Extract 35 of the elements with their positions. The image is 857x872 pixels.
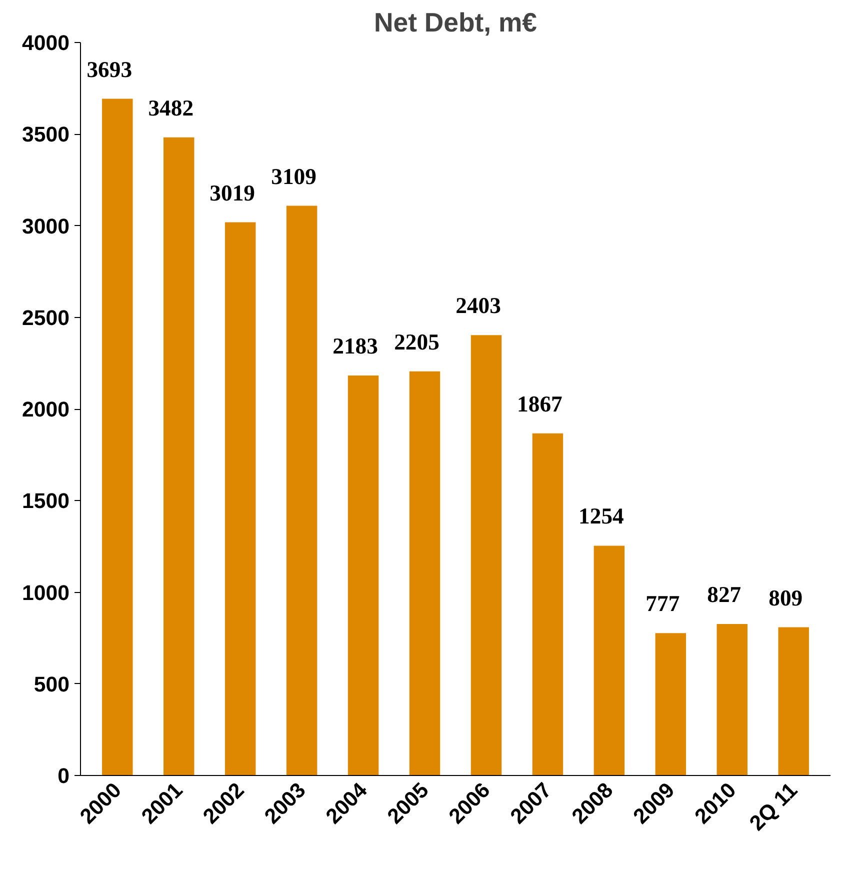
bar: [470, 335, 502, 776]
y-tick-label: 500: [34, 672, 70, 696]
chart-title: Net Debt, m€: [374, 8, 538, 38]
y-tick-label: 0: [58, 764, 70, 788]
bar: [594, 546, 625, 776]
data-label: 1867: [517, 391, 562, 416]
y-tick-label: 4000: [22, 31, 70, 55]
y-tick-label: 1500: [22, 489, 70, 514]
data-label: 2403: [456, 293, 501, 318]
bar: [163, 137, 194, 776]
y-tick-label: 2500: [22, 306, 70, 330]
data-label: 777: [646, 591, 680, 616]
data-label: 1254: [578, 504, 624, 529]
bar: [716, 624, 748, 776]
y-tick-label: 3000: [22, 214, 70, 238]
y-tick-label: 1000: [22, 580, 70, 605]
data-label: 3109: [271, 164, 316, 189]
bar: [655, 633, 686, 776]
bar: [778, 627, 809, 776]
data-label: 2205: [394, 329, 440, 354]
bar: [532, 433, 564, 776]
x-tick-label: 2Q 11: [744, 778, 802, 836]
data-label: 3693: [86, 56, 132, 82]
data-label: 827: [707, 582, 742, 607]
y-tick-label: 3500: [22, 122, 70, 147]
data-label: 809: [768, 585, 803, 610]
bar: [102, 98, 133, 776]
data-label: 3482: [148, 95, 194, 120]
data-label: 2183: [332, 333, 378, 358]
bar: [348, 375, 379, 776]
bar: [286, 206, 318, 776]
y-tick-label: 2000: [22, 398, 70, 422]
bar: [409, 371, 440, 776]
bar: [224, 222, 256, 776]
data-label: 3019: [210, 180, 255, 206]
